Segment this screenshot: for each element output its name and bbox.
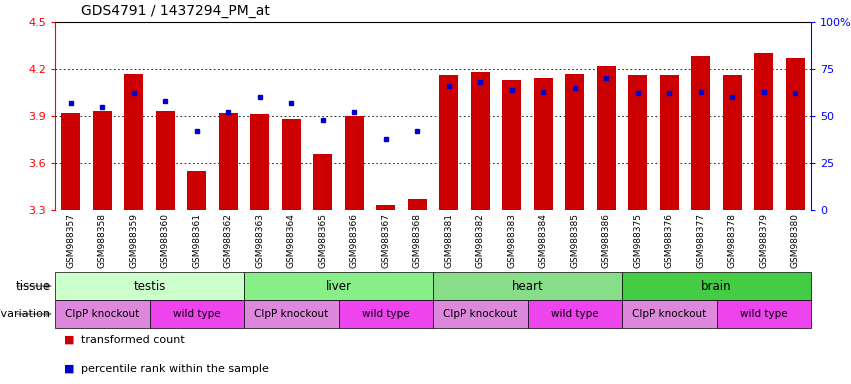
Bar — [534, 78, 552, 210]
Bar — [471, 72, 489, 210]
Bar — [244, 300, 339, 328]
Text: testis: testis — [134, 280, 166, 293]
Bar — [622, 272, 811, 300]
Bar — [282, 119, 300, 210]
Bar — [754, 53, 774, 210]
Bar — [722, 75, 742, 210]
Bar — [660, 75, 679, 210]
Text: GDS4791 / 1437294_PM_at: GDS4791 / 1437294_PM_at — [81, 4, 270, 18]
Bar — [528, 300, 622, 328]
Bar — [628, 75, 648, 210]
Bar — [124, 74, 143, 210]
Text: ■: ■ — [64, 364, 74, 374]
Text: liver: liver — [325, 280, 351, 293]
Bar — [376, 205, 395, 210]
Text: transformed count: transformed count — [81, 335, 185, 345]
Text: ClpP knockout: ClpP knockout — [443, 309, 517, 319]
Bar — [61, 113, 80, 210]
Bar — [502, 80, 521, 210]
Text: brain: brain — [701, 280, 732, 293]
Bar — [408, 199, 426, 210]
Text: ClpP knockout: ClpP knockout — [66, 309, 140, 319]
Bar — [433, 300, 528, 328]
Bar — [439, 75, 458, 210]
Bar — [150, 300, 244, 328]
Text: heart: heart — [511, 280, 544, 293]
Text: ClpP knockout: ClpP knockout — [632, 309, 706, 319]
Bar — [691, 56, 711, 210]
Bar — [345, 116, 363, 210]
Bar — [244, 272, 433, 300]
Bar — [339, 300, 433, 328]
Text: ClpP knockout: ClpP knockout — [254, 309, 328, 319]
Bar — [433, 272, 622, 300]
Bar — [250, 114, 269, 210]
Bar — [187, 171, 206, 210]
Text: tissue: tissue — [15, 280, 51, 293]
Text: percentile rank within the sample: percentile rank within the sample — [81, 364, 268, 374]
Bar — [219, 113, 237, 210]
Text: genotype/variation: genotype/variation — [0, 309, 51, 319]
Bar — [565, 74, 584, 210]
Bar — [313, 154, 332, 210]
Text: wild type: wild type — [551, 309, 598, 319]
Bar — [717, 300, 811, 328]
Text: wild type: wild type — [362, 309, 409, 319]
Bar — [93, 111, 111, 210]
Text: ■: ■ — [64, 335, 74, 345]
Bar — [55, 300, 150, 328]
Bar — [156, 111, 174, 210]
Text: wild type: wild type — [740, 309, 787, 319]
Bar — [597, 66, 616, 210]
Bar — [55, 272, 244, 300]
Text: wild type: wild type — [173, 309, 220, 319]
Bar — [622, 300, 717, 328]
Bar — [785, 58, 805, 210]
